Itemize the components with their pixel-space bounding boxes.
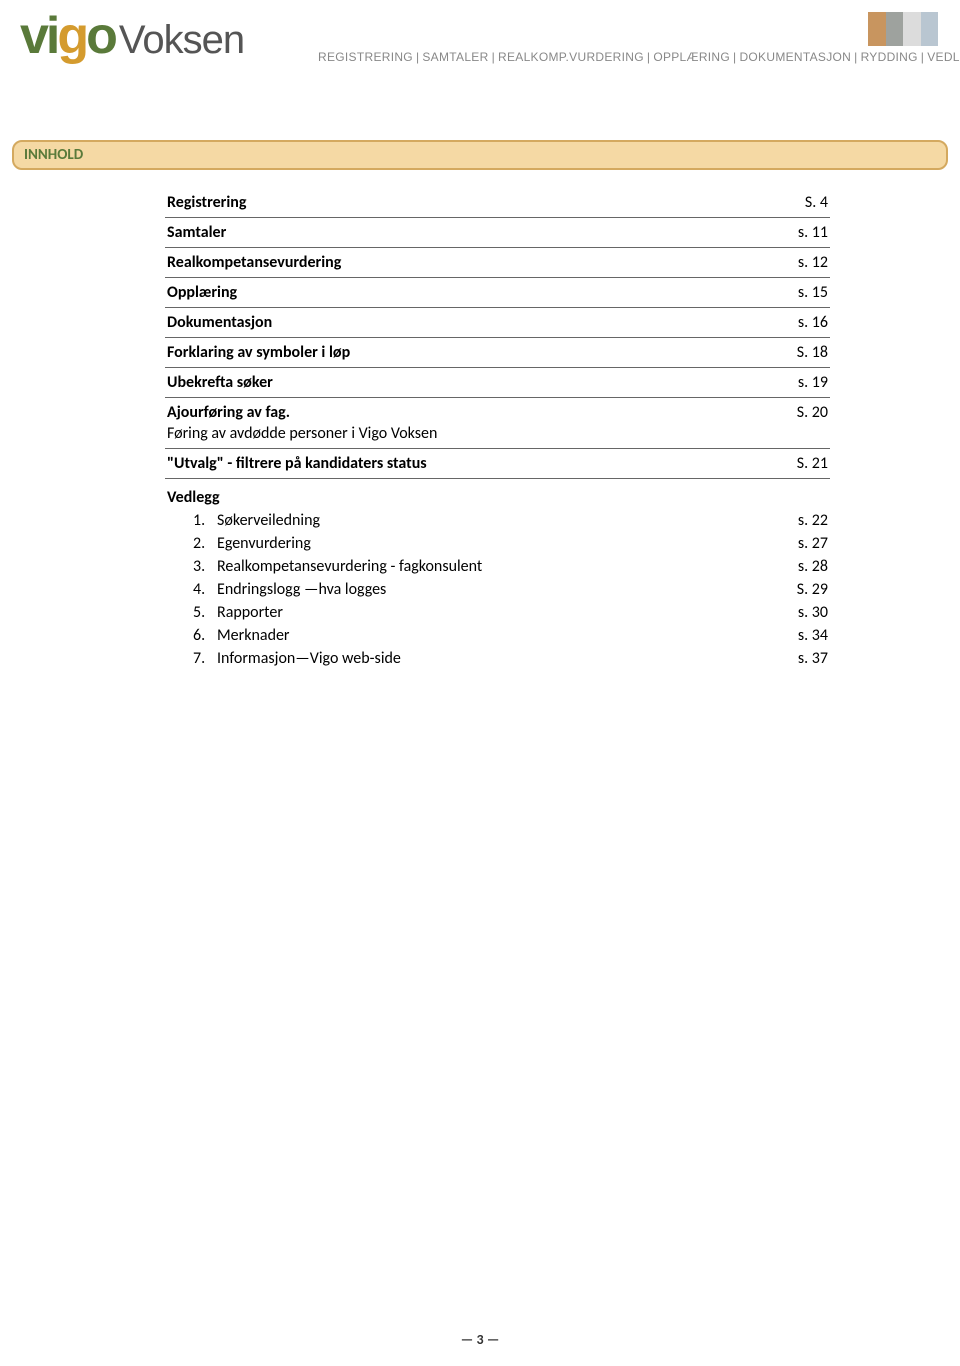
nav-separator: | [854,50,857,64]
vedlegg-item: 3. Realkompetansevurdering - fagkonsulen… [165,555,830,578]
vedlegg-text: Merknader [217,626,778,645]
vedlegg-num: 2. [193,534,217,553]
nav-separator: | [733,50,736,64]
nav-item: SAMTALER [422,50,488,64]
toc-row: Registrering S. 4 [165,188,830,218]
toc-row: Ajourføring av fag. Føring av avdødde pe… [165,398,830,449]
vedlegg-num: 4. [193,580,217,599]
vedlegg-text: Realkompetansevurdering - fagkonsulent [217,557,778,576]
toc-row: Samtaler s. 11 [165,218,830,248]
toc-row: Ubekrefta søker s. 19 [165,368,830,398]
toc-label-sub: Føring av avdødde personer i Vigo Voksen [167,424,437,443]
nav-separator: | [647,50,650,64]
toc-page: S. 21 [777,454,828,473]
toc-label: Dokumentasjon [167,313,272,332]
section-header-innhold: INNHOLD [12,140,948,170]
vedlegg-num: 7. [193,649,217,668]
vedlegg-item: 5. Rapporter s. 30 [165,601,830,624]
nav-item: VEDL. [927,50,960,64]
toc-label: Forklaring av symboler i løp [167,343,350,362]
logo-letter-g: g [57,7,86,65]
vedlegg-num: 6. [193,626,217,645]
toc-page: S. 20 [777,403,828,422]
toc-label: "Utvalg" - filtrere på kandidaters statu… [167,454,427,473]
vedlegg-block: Vedlegg 1. Søkerveiledning s. 22 2. Egen… [165,483,830,670]
vedlegg-page: s. 30 [778,603,828,622]
vedlegg-page: s. 22 [778,511,828,530]
toc-page: S. 4 [785,193,828,212]
nav-item: DOKUMENTASJON [739,50,851,64]
header-decoration-image [868,12,938,46]
nav-item: REALKOMP.VURDERING [498,50,644,64]
vedlegg-num: 5. [193,603,217,622]
logo-vigo: vigo [20,6,115,66]
toc-label: Opplæring [167,283,237,302]
nav-separator: | [921,50,924,64]
vedlegg-text: Egenvurdering [217,534,778,553]
vedlegg-text: Informasjon—Vigo web-side [217,649,778,668]
logo-letter-i: i [46,7,57,65]
toc-page: s. 11 [778,223,828,242]
logo: vigo Voksen [20,6,244,66]
toc-page: s. 15 [778,283,828,302]
nav-separator: | [492,50,495,64]
nav-item: RYDDING [861,50,918,64]
toc-label: Registrering [167,193,246,212]
logo-letter-o: o [86,7,115,65]
vedlegg-item: 6. Merknader s. 34 [165,624,830,647]
toc-page: s. 19 [778,373,828,392]
toc-label: Ubekrefta søker [167,373,273,392]
nav-item: OPPLÆRING [653,50,730,64]
table-of-contents: Registrering S. 4 Samtaler s. 11 Realkom… [165,188,830,670]
page-header: vigo Voksen REGISTRERING|SAMTALER|REALKO… [0,0,960,90]
toc-label: Ajourføring av fag. Føring av avdødde pe… [167,403,437,443]
vedlegg-text: Rapporter [217,603,778,622]
section-title: INNHOLD [24,146,83,164]
vedlegg-item: 1. Søkerveiledning s. 22 [165,509,830,532]
vedlegg-page: S. 29 [777,580,828,599]
nav-separator: | [416,50,419,64]
toc-page: s. 16 [778,313,828,332]
toc-row: Opplæring s. 15 [165,278,830,308]
toc-row: Realkompetansevurdering s. 12 [165,248,830,278]
toc-label: Samtaler [167,223,226,242]
vedlegg-page: s. 28 [778,557,828,576]
vedlegg-item: 2. Egenvurdering s. 27 [165,532,830,555]
header-right: REGISTRERING|SAMTALER|REALKOMP.VURDERING… [318,12,938,64]
vedlegg-num: 3. [193,557,217,576]
logo-letter-v: v [20,7,46,65]
vedlegg-page: s. 27 [778,534,828,553]
vedlegg-page: s. 37 [778,649,828,668]
logo-voksen: Voksen [119,18,244,63]
vedlegg-page: s. 34 [778,626,828,645]
toc-row: "Utvalg" - filtrere på kandidaters statu… [165,449,830,479]
toc-label: Realkompetansevurdering [167,253,341,272]
nav-breadcrumb: REGISTRERING|SAMTALER|REALKOMP.VURDERING… [318,50,938,64]
toc-page: S. 18 [777,343,828,362]
vedlegg-item: 7. Informasjon—Vigo web-side s. 37 [165,647,830,670]
toc-row: Dokumentasjon s. 16 [165,308,830,338]
toc-label-main: Ajourføring av fag. [167,403,290,422]
toc-row: Forklaring av symboler i løp S. 18 [165,338,830,368]
vedlegg-item: 4. Endringslogg —hva logges S. 29 [165,578,830,601]
vedlegg-text: Endringslogg —hva logges [217,580,777,599]
vedlegg-text: Søkerveiledning [217,511,778,530]
vedlegg-num: 1. [193,511,217,530]
nav-item: REGISTRERING [318,50,413,64]
vedlegg-title: Vedlegg [165,483,830,509]
page-number: — 3 — [461,1331,500,1348]
toc-page: s. 12 [778,253,828,272]
